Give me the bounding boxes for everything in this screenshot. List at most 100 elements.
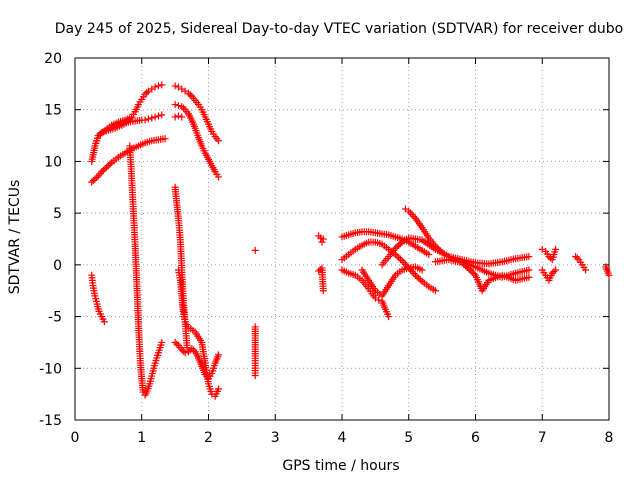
- data-point: [465, 265, 473, 273]
- data-point: [251, 246, 259, 254]
- data-point: [189, 346, 197, 354]
- data-point: [385, 313, 393, 321]
- x-tick-label: 1: [137, 430, 146, 446]
- data-point: [470, 270, 478, 278]
- data-point: [99, 166, 107, 174]
- data-point: [552, 266, 560, 274]
- data-point: [468, 268, 476, 276]
- data-point: [215, 351, 223, 359]
- data-point: [393, 243, 401, 251]
- data-point: [552, 245, 560, 253]
- data-point: [103, 163, 111, 171]
- data-point: [173, 340, 181, 348]
- data-point: [171, 113, 179, 121]
- data-point: [93, 173, 101, 181]
- data-point: [100, 318, 108, 326]
- data-point: [141, 90, 149, 98]
- data-point: [154, 82, 162, 90]
- data-point: [391, 244, 399, 252]
- data-point: [151, 83, 159, 91]
- data-point: [415, 274, 423, 282]
- x-tick-label: 2: [204, 430, 213, 446]
- data-point: [375, 296, 383, 304]
- data-point: [94, 132, 102, 140]
- data-point: [144, 115, 152, 123]
- data-point: [401, 260, 409, 268]
- data-point: [411, 271, 419, 279]
- x-axis-label: GPS time / hours: [282, 458, 399, 474]
- y-tick-label: 10: [44, 154, 62, 170]
- data-point: [161, 135, 169, 143]
- data-point: [431, 287, 439, 295]
- data-point: [406, 209, 414, 217]
- y-tick-label: -15: [39, 413, 62, 429]
- data-point: [89, 177, 97, 185]
- data-point: [418, 266, 426, 274]
- x-tick-label: 3: [271, 430, 280, 446]
- data-point: [525, 273, 533, 281]
- data-point: [178, 346, 186, 354]
- data-point: [466, 267, 474, 275]
- y-tick-label: 20: [44, 51, 62, 67]
- data-point: [395, 254, 403, 262]
- data-point: [396, 240, 404, 248]
- data-point: [171, 338, 179, 346]
- data-point: [186, 91, 194, 99]
- y-tick-label: -5: [48, 310, 62, 326]
- data-point: [106, 160, 114, 168]
- data-point: [178, 103, 186, 111]
- data-point: [179, 104, 187, 112]
- y-tick-label: 15: [44, 103, 62, 119]
- data-point: [572, 253, 580, 261]
- x-tick-label: 6: [471, 430, 480, 446]
- data-point: [319, 287, 327, 295]
- data-point: [184, 89, 192, 97]
- data-point: [158, 81, 166, 89]
- data-point: [148, 114, 156, 122]
- data-point: [151, 113, 159, 121]
- data-point: [525, 253, 533, 261]
- x-tick-label: 7: [538, 430, 547, 446]
- data-point: [573, 254, 581, 262]
- data-point: [525, 266, 533, 274]
- data-point: [178, 113, 186, 121]
- data-point: [460, 260, 468, 268]
- data-point: [215, 173, 223, 181]
- data-point: [463, 263, 471, 271]
- x-tick-label: 8: [605, 430, 614, 446]
- y-tick-label: -10: [39, 361, 62, 377]
- y-axis-label: SDTVAR / TECUs: [7, 180, 23, 295]
- x-tick-label: 4: [338, 430, 347, 446]
- data-point: [315, 267, 323, 275]
- data-point: [154, 112, 162, 120]
- data-point: [398, 257, 406, 265]
- data-point: [408, 211, 416, 219]
- data-point: [96, 130, 104, 138]
- data-point: [158, 338, 166, 346]
- data-point: [319, 235, 327, 243]
- data-point: [104, 162, 112, 170]
- data-point: [425, 251, 433, 259]
- data-point: [416, 276, 424, 284]
- data-point: [605, 271, 613, 279]
- data-point: [215, 385, 223, 393]
- data-point: [184, 348, 192, 356]
- data-point: [101, 165, 109, 173]
- data-point: [548, 269, 556, 277]
- data-point: [393, 252, 401, 260]
- data-point: [141, 116, 149, 124]
- x-tick-label: 5: [404, 430, 413, 446]
- data-point: [461, 262, 469, 270]
- data-point: [400, 259, 408, 267]
- axis-ticks: 0 1 2 3 4 5 6 7 8 -15 -10 -5 0 5 10 15 20: [39, 51, 613, 446]
- data-point: [413, 273, 421, 281]
- data-point: [143, 89, 151, 97]
- data-point: [582, 266, 590, 274]
- data-point: [174, 102, 182, 110]
- data-point: [88, 178, 96, 186]
- data-point: [550, 268, 558, 276]
- data-point: [174, 112, 182, 120]
- data-point: [458, 259, 466, 267]
- x-tick-label: 0: [71, 430, 80, 446]
